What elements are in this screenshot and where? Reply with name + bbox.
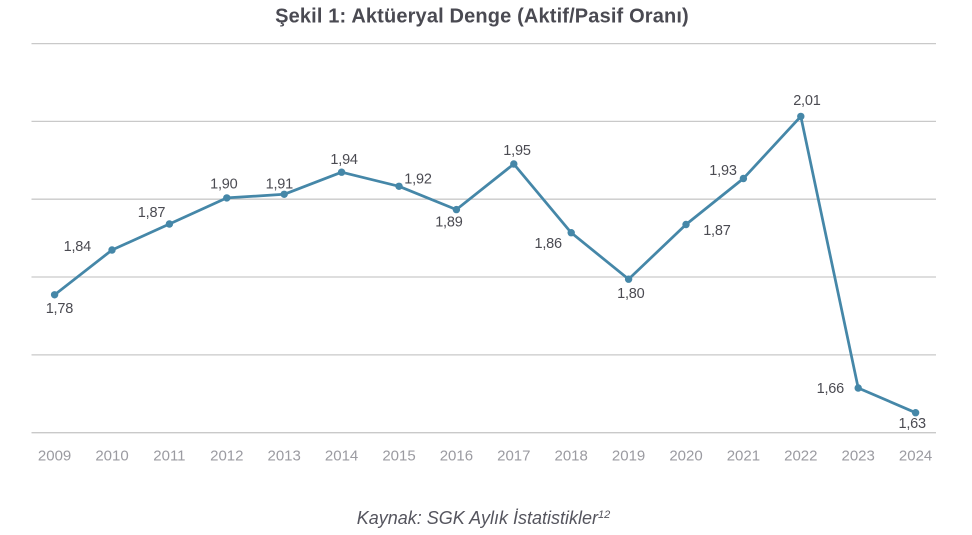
svg-text:2016: 2016 (440, 448, 473, 465)
svg-text:2023: 2023 (842, 448, 875, 465)
svg-text:2021: 2021 (727, 448, 760, 465)
svg-text:1,95: 1,95 (503, 143, 531, 159)
svg-text:1,63: 1,63 (898, 416, 926, 432)
svg-text:1,90: 1,90 (210, 177, 238, 193)
svg-text:2010: 2010 (95, 448, 128, 465)
svg-text:1,84: 1,84 (64, 239, 92, 255)
svg-text:2022: 2022 (784, 448, 817, 465)
svg-text:2,01: 2,01 (793, 93, 821, 109)
svg-text:1,66: 1,66 (817, 381, 845, 397)
svg-text:1,80: 1,80 (617, 286, 645, 302)
svg-text:1,94: 1,94 (330, 152, 358, 168)
svg-text:1,87: 1,87 (703, 223, 731, 239)
svg-text:2019: 2019 (612, 448, 645, 465)
svg-text:2020: 2020 (669, 448, 702, 465)
svg-text:2012: 2012 (210, 448, 243, 465)
svg-text:1,91: 1,91 (266, 177, 294, 193)
svg-text:1,89: 1,89 (435, 214, 463, 230)
svg-text:1,86: 1,86 (534, 236, 562, 252)
svg-text:2013: 2013 (268, 448, 301, 465)
svg-text:Kaynak: SGK Aylık İstatistikle: Kaynak: SGK Aylık İstatistikler12 (357, 508, 611, 528)
svg-text:2017: 2017 (497, 448, 530, 465)
svg-text:Şekil 1: Aktüeryal Denge (Akti: Şekil 1: Aktüeryal Denge (Aktif/Pasif Or… (275, 6, 689, 28)
svg-text:2015: 2015 (382, 448, 415, 465)
svg-text:2014: 2014 (325, 448, 358, 465)
svg-text:1,93: 1,93 (709, 163, 737, 179)
svg-text:2024: 2024 (899, 448, 932, 465)
svg-text:1,78: 1,78 (46, 301, 74, 317)
svg-text:2018: 2018 (555, 448, 588, 465)
svg-text:1,92: 1,92 (404, 171, 432, 187)
svg-text:2011: 2011 (153, 448, 185, 465)
svg-text:1,87: 1,87 (138, 205, 166, 221)
svg-text:2009: 2009 (38, 448, 71, 465)
